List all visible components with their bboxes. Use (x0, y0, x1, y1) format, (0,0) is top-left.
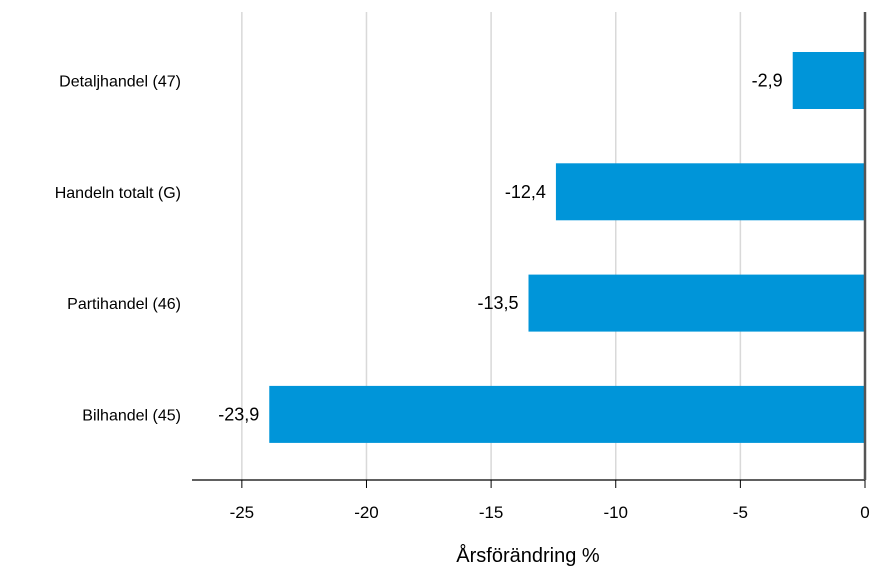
data-label: -13,5 (477, 293, 518, 313)
category-label: Detaljhandel (47) (59, 74, 181, 91)
x-tick-label: -15 (479, 503, 504, 522)
category-label: Handeln totalt (G) (55, 185, 181, 202)
x-ticks: -25 -20 -15 -10 -5 0 (230, 480, 870, 522)
data-labels: -2,9 -12,4 -13,5 -23,9 (218, 71, 782, 425)
bar (792, 52, 865, 109)
x-tick-label: -5 (733, 503, 748, 522)
data-label: -2,9 (752, 71, 783, 91)
x-tick-label: -10 (603, 503, 628, 522)
bar (555, 163, 865, 221)
bars (269, 52, 865, 443)
data-label: -12,4 (505, 182, 546, 202)
bar (528, 274, 865, 332)
x-tick-label: 0 (860, 503, 869, 522)
x-axis-title: Årsförändring % (456, 544, 600, 567)
x-tick-label: -25 (230, 503, 255, 522)
data-label: -23,9 (218, 404, 259, 424)
x-tick-label: -20 (354, 503, 379, 522)
category-labels: Detaljhandel (47) Handeln totalt (G) Parti… (55, 74, 181, 425)
axes (192, 12, 867, 481)
bar (269, 385, 865, 443)
category-label: Bilhandel (45) (82, 407, 181, 424)
category-label: Partihandel (46) (67, 296, 181, 313)
